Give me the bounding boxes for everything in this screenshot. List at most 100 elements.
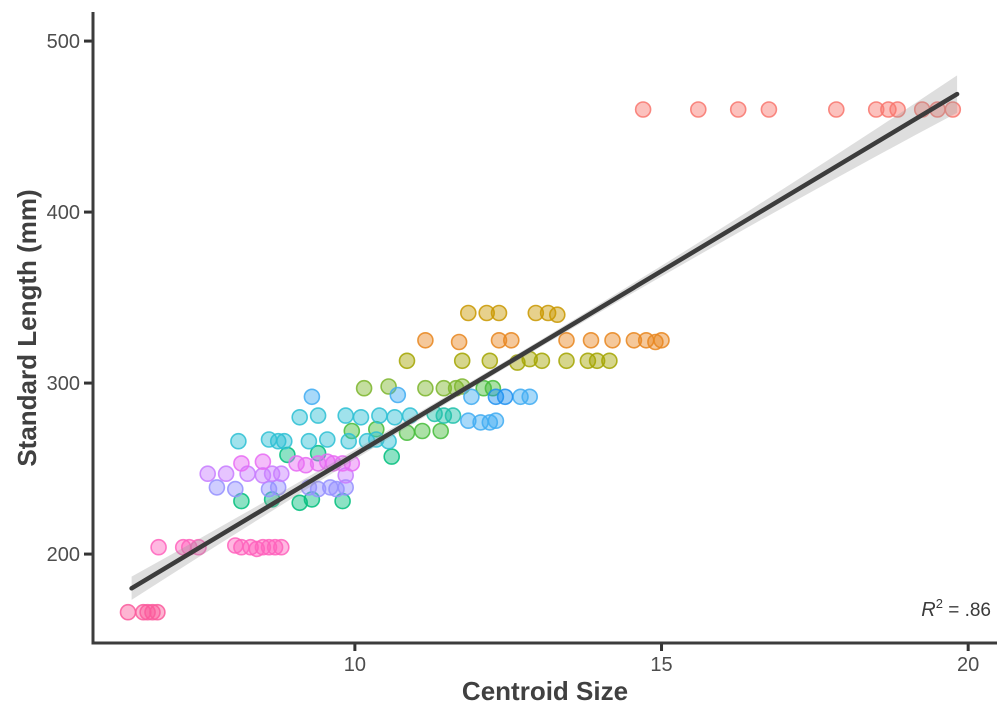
data-point [604, 331, 621, 349]
data-point [558, 352, 575, 370]
data-point [297, 456, 315, 474]
data-point [432, 422, 450, 440]
series-green [343, 379, 502, 442]
series-sky-blue [303, 386, 539, 431]
data-point [248, 540, 266, 558]
data-point [435, 379, 453, 397]
data-point [318, 431, 336, 448]
data-point [867, 101, 885, 118]
data-point [453, 352, 471, 370]
data-point [490, 304, 508, 322]
data-point [475, 379, 493, 397]
series-orange [417, 331, 670, 351]
data-point [303, 388, 321, 406]
data-point [527, 304, 545, 322]
data-point [889, 101, 906, 118]
data-point [588, 352, 606, 370]
data-point [558, 331, 575, 349]
data-point [484, 379, 502, 397]
x-tick-label: 10 [344, 654, 366, 676]
data-point [478, 304, 496, 322]
data-point [827, 101, 845, 118]
data-point [533, 352, 551, 370]
fit-line [129, 91, 960, 591]
data-point [383, 448, 401, 465]
data-point [355, 379, 373, 397]
data-point [340, 432, 358, 450]
data-point [352, 408, 370, 426]
series-pink [150, 537, 290, 558]
data-point [459, 304, 477, 322]
r-exponent: 2 [936, 596, 943, 611]
data-point [309, 480, 327, 498]
data-point [275, 432, 293, 450]
series-lavender [199, 465, 355, 484]
data-point [217, 465, 235, 483]
data-point [880, 101, 897, 118]
data-point [481, 352, 499, 370]
data-point [487, 412, 505, 430]
data-point [291, 408, 309, 426]
data-point [199, 465, 216, 483]
data-point [502, 331, 520, 349]
series-cyan [230, 407, 419, 450]
data-point [291, 494, 309, 512]
data-point [653, 331, 670, 349]
data-point [260, 538, 278, 556]
data-point [417, 331, 434, 349]
data-point [263, 465, 281, 483]
r-symbol: R [921, 599, 935, 621]
data-point [337, 407, 355, 424]
y-axis-title: Standard Length (mm) [12, 189, 42, 466]
data-point [496, 388, 514, 406]
data-point [579, 352, 597, 370]
data-point [144, 603, 161, 621]
data-point [266, 538, 284, 556]
data-point [601, 352, 618, 370]
data-point [481, 414, 499, 431]
data-point [227, 480, 244, 498]
x-tick-label: 15 [650, 654, 672, 676]
r-squared-annotation: R2 = .86 [921, 596, 991, 621]
x-axis-title: Centroid Size [462, 676, 628, 706]
x-tick-label: 20 [957, 654, 979, 676]
data-point [487, 388, 505, 406]
data-point [272, 465, 290, 483]
data-point [582, 331, 600, 349]
data-point [343, 422, 361, 440]
data-point [230, 432, 247, 450]
axis-ticks [84, 39, 970, 651]
data-point [647, 333, 664, 351]
data-point [398, 352, 416, 370]
series-gold [459, 304, 566, 324]
axis-spines [91, 12, 997, 645]
data-point [386, 408, 404, 426]
data-point [548, 306, 566, 324]
data-point [269, 432, 287, 450]
confidence-ribbon [131, 75, 958, 600]
data-point [625, 331, 643, 349]
data-point [444, 407, 462, 424]
confidence-band [131, 75, 958, 600]
data-point [254, 538, 272, 556]
series-salmon [634, 101, 962, 118]
data-point [242, 538, 259, 556]
data-point [371, 407, 388, 424]
series-periwinkle [208, 479, 355, 498]
data-point [521, 388, 539, 406]
r-value: = .86 [943, 600, 991, 621]
data-point [689, 101, 707, 118]
data-point [208, 479, 226, 496]
data-point [150, 538, 167, 556]
series-blue [487, 388, 514, 406]
data-point [463, 388, 480, 406]
data-point [337, 479, 355, 496]
series-olive [398, 350, 618, 371]
y-tick-label: 200 [47, 544, 80, 566]
y-tick-label: 400 [47, 202, 80, 224]
data-point [413, 422, 431, 440]
axis-tick-labels: 10 15 20 200 300 400 500 [47, 31, 980, 676]
scatter-points [119, 101, 962, 621]
data-point [944, 101, 962, 118]
